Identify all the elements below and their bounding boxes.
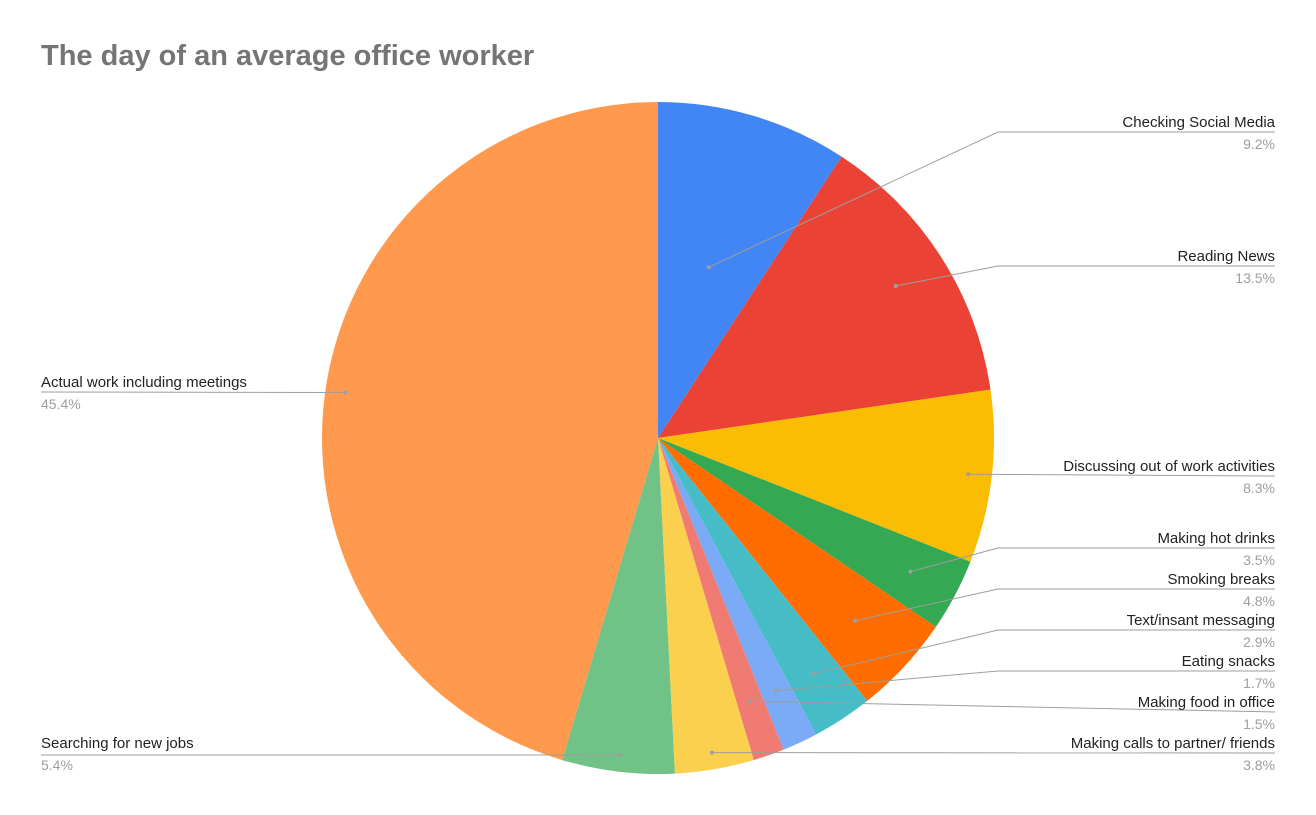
slice-label: Reading News: [1177, 248, 1275, 265]
leader-line: [895, 265, 1275, 287]
leader-dot: [343, 390, 348, 395]
slice-label: Searching for new jobs: [41, 735, 194, 752]
slice-label: Making calls to partner/ friends: [1071, 735, 1275, 752]
slice-label: Text/insant messaging: [1127, 612, 1275, 629]
leader-line: [812, 629, 1275, 675]
slice-percent: 45.4%: [41, 396, 81, 412]
pie-slice: [322, 102, 658, 761]
leader-dot: [709, 750, 714, 755]
leader-line: [40, 391, 346, 394]
leader-dot: [810, 671, 815, 676]
slice-label: Making food in office: [1138, 694, 1275, 711]
pie-slice: [658, 438, 754, 774]
leader-dot: [966, 472, 971, 477]
slice-percent: 1.5%: [1243, 716, 1275, 732]
leader-line: [775, 670, 1275, 692]
pie-slice: [658, 438, 936, 701]
leader-dot: [617, 752, 622, 757]
slice-labels: Checking Social Media 9.2% Reading News 13.…: [41, 114, 1276, 773]
slice-percent: 13.5%: [1235, 270, 1275, 286]
slice-percent: 3.5%: [1243, 552, 1275, 568]
slice-percent: 2.9%: [1243, 634, 1275, 650]
pie-slice: [562, 438, 675, 774]
slice-label: Discussing out of work activities: [1063, 458, 1275, 475]
leader-dot: [893, 284, 898, 289]
leader-dot: [853, 618, 858, 623]
leader-dot: [773, 688, 778, 693]
slice-label: Smoking breaks: [1167, 571, 1275, 588]
leader-line: [968, 473, 1276, 477]
leader-dot: [747, 699, 752, 704]
slice-label: Actual work including meetings: [41, 374, 247, 391]
pie-slices: [322, 102, 994, 774]
pie-slice: [658, 438, 784, 761]
slice-percent: 4.8%: [1243, 593, 1275, 609]
slice-percent: 1.7%: [1243, 675, 1275, 691]
pie-slice: [658, 438, 817, 750]
leader-dot: [706, 265, 711, 270]
leader-line: [910, 547, 1275, 573]
slice-label: Eating snacks: [1182, 653, 1275, 670]
slice-percent: 3.8%: [1243, 757, 1275, 773]
pie-slice: [658, 156, 991, 438]
slice-label: Making hot drinks: [1157, 530, 1275, 547]
leader-line: [854, 588, 1275, 622]
pie-slice: [658, 438, 971, 627]
chart-title: The day of an average office worker: [41, 40, 535, 72]
leader-line: [749, 700, 1276, 713]
leader-line: [708, 131, 1275, 268]
pie-slice: [658, 102, 842, 438]
slice-percent: 5.4%: [41, 757, 73, 773]
pie-slice: [658, 389, 994, 562]
slice-percent: 9.2%: [1243, 136, 1275, 152]
slice-label: Checking Social Media: [1122, 114, 1275, 131]
leader-dot: [908, 569, 913, 574]
pie-slice: [658, 438, 868, 735]
slice-percent: 8.3%: [1243, 480, 1275, 496]
leader-lines: [40, 131, 1276, 757]
